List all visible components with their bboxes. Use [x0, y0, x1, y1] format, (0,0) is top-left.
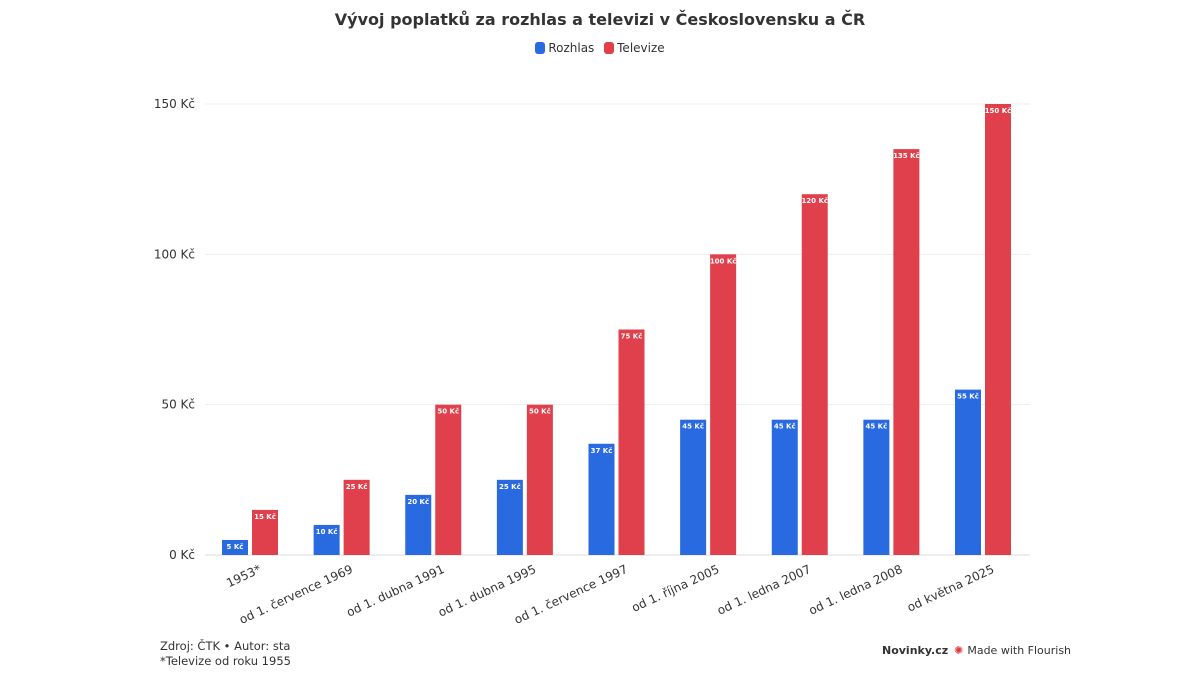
y-tick-label: 50 Kč [161, 398, 195, 412]
bar-televize [252, 509, 278, 555]
y-tick-label: 100 Kč [154, 247, 195, 261]
bar-televize [343, 479, 370, 555]
data-label: 75 Kč [621, 333, 643, 341]
bar-televize [893, 149, 920, 555]
y-tick-label: 0 Kč [169, 548, 195, 562]
data-label: 50 Kč [529, 408, 551, 416]
legend: Rozhlas Televize [0, 41, 1200, 55]
bar-rozhlas [588, 443, 615, 555]
legend-label-televize: Televize [617, 41, 665, 55]
data-label: 37 Kč [591, 447, 613, 455]
x-tick-label: od 1. října 2005 [629, 562, 721, 615]
bar-televize [710, 254, 737, 556]
bar-rozhlas [771, 419, 798, 555]
data-label: 45 Kč [682, 423, 704, 431]
bar-rozhlas [863, 419, 890, 555]
data-label: 120 Kč [801, 197, 828, 205]
footnote: *Televize od roku 1955 [160, 654, 291, 668]
legend-item-rozhlas[interactable]: Rozhlas [535, 41, 594, 55]
data-label: 25 Kč [499, 483, 521, 491]
footer: Zdroj: ČTK • Autor: sta *Televize od rok… [160, 639, 291, 669]
x-tick-label: od 1. ledna 2008 [807, 562, 905, 618]
data-label: 20 Kč [407, 498, 429, 506]
bar-rozhlas [405, 494, 432, 555]
bar-rozhlas [680, 419, 707, 555]
data-label: 45 Kč [865, 423, 887, 431]
y-tick-label: 150 Kč [154, 97, 195, 111]
data-label: 50 Kč [437, 408, 459, 416]
brand-logo[interactable]: Novinky.cz [882, 644, 949, 657]
bar-rozhlas [496, 479, 523, 555]
data-label: 45 Kč [774, 423, 796, 431]
bar-televize [526, 404, 553, 555]
x-tick-label: od května 2025 [905, 562, 996, 615]
branding: Novinky.cz ✺ Made with Flourish [882, 644, 1071, 657]
source-note: Zdroj: ČTK • Autor: sta [160, 639, 291, 653]
flourish-link[interactable]: Made with Flourish [967, 644, 1072, 657]
data-label: 15 Kč [254, 513, 276, 521]
bar-rozhlas [222, 539, 248, 555]
bar-televize [435, 404, 462, 555]
data-label: 100 Kč [710, 257, 737, 265]
data-label: 5 Kč [227, 543, 244, 551]
data-label: 25 Kč [346, 483, 368, 491]
flourish-icon: ✺ [954, 644, 964, 657]
bar-rozhlas [313, 524, 340, 555]
x-tick-label: od 1. dubna 1991 [344, 562, 446, 620]
bar-televize [985, 104, 1011, 555]
data-label: 10 Kč [316, 528, 338, 536]
bar-televize [618, 329, 645, 555]
x-tick-label: od 1. ledna 2007 [715, 562, 813, 618]
legend-swatch-rozhlas [535, 42, 546, 54]
data-label: 150 Kč [985, 107, 1012, 115]
legend-item-televize[interactable]: Televize [604, 41, 665, 55]
bar-rozhlas [955, 389, 981, 555]
data-label: 135 Kč [893, 152, 920, 160]
legend-swatch-televize [604, 42, 615, 54]
bar-televize [801, 194, 828, 555]
legend-label-rozhlas: Rozhlas [548, 41, 595, 55]
data-label: 55 Kč [957, 393, 979, 401]
chart-title: Vývoj poplatků za rozhlas a televizi v Č… [334, 10, 866, 29]
x-tick-label: 1953* [224, 562, 263, 590]
